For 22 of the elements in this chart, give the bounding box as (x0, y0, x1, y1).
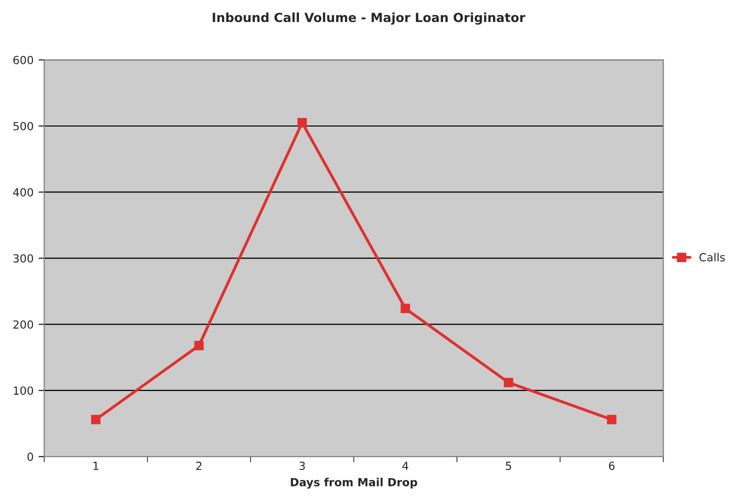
x-tick-label: 1 (93, 462, 98, 470)
point (91, 414, 100, 424)
legend-label: Calls (699, 252, 725, 262)
point (400, 304, 410, 314)
y-tick-label: 600 (13, 56, 34, 64)
chart-title: Inbound Call Volume - Major Loan Originator (212, 12, 526, 25)
point (504, 378, 514, 388)
y-tick-label: 400 (13, 188, 34, 196)
x-tick-label: 2 (196, 462, 202, 470)
y-tick-label: 500 (13, 122, 34, 130)
y-tick-label: 300 (13, 254, 34, 263)
x-tick-label: 6 (608, 462, 615, 470)
x-tick-label: 5 (506, 462, 512, 470)
point (607, 414, 616, 424)
y-tick-label: 0 (27, 452, 34, 461)
x-tick-label: 3 (299, 462, 305, 470)
point (297, 118, 307, 128)
x-tick-label: 4 (402, 462, 408, 470)
x-axis-title: Days from Mail Drop (290, 478, 418, 489)
y-tick-label: 200 (13, 320, 34, 329)
y-tick-label: 100 (14, 386, 34, 395)
point (194, 340, 204, 350)
